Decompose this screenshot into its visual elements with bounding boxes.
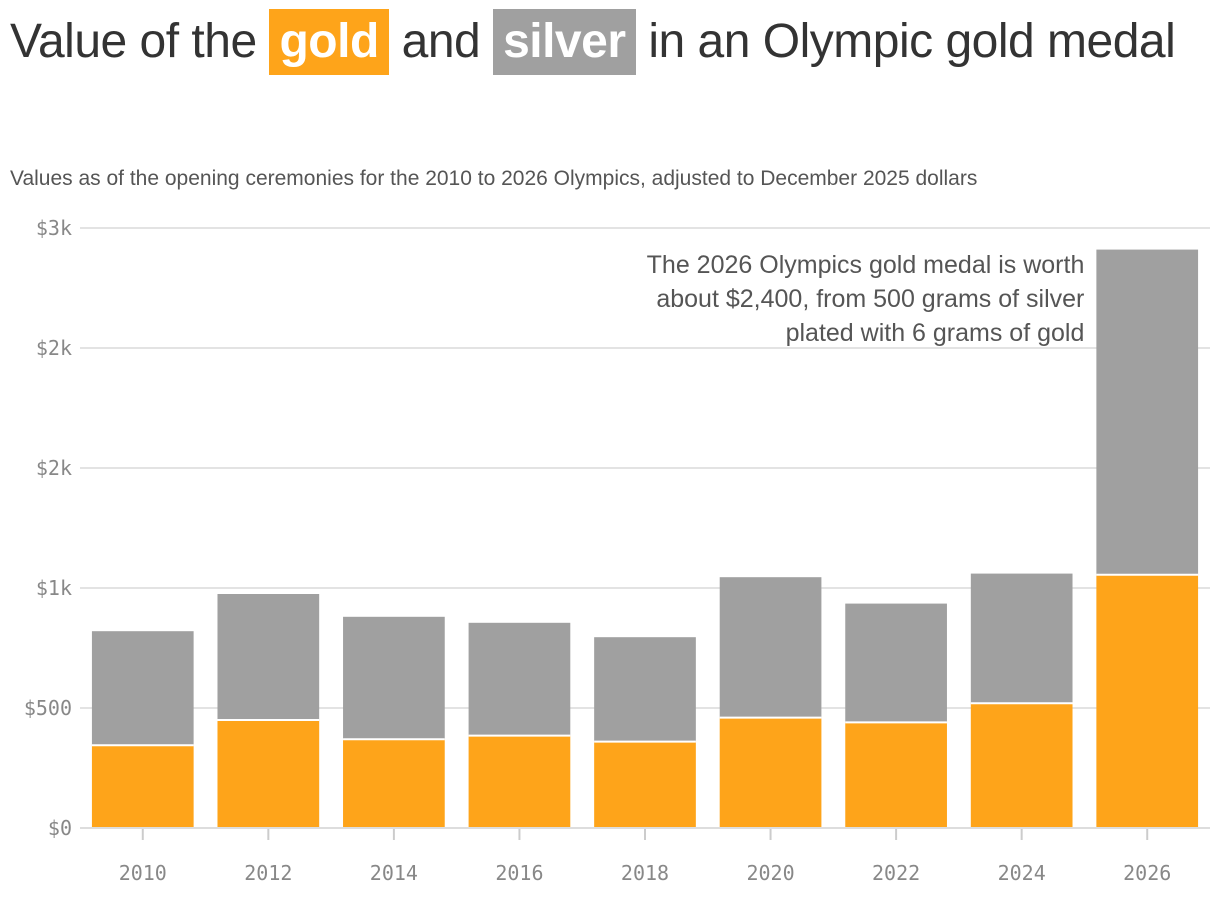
- bar-gold-2014: [343, 739, 445, 828]
- annotation-line: about $2,400, from 500 grams of silver: [656, 285, 1084, 313]
- x-tick-label: 2012: [244, 861, 292, 885]
- annotation-line: The 2026 Olympics gold medal is worth: [647, 251, 1085, 279]
- x-tick-label: 2020: [746, 861, 794, 885]
- title-gold-highlight: gold: [269, 9, 389, 75]
- title-and: and: [401, 15, 481, 68]
- bar-gold-2016: [468, 735, 571, 828]
- chart-title: Value of the gold and silver in an Olymp…: [10, 8, 1190, 76]
- x-tick-label: 2016: [495, 861, 543, 885]
- bar-gold-2012: [217, 720, 320, 828]
- stacked-bar-chart: $0 $500 $1k $2k $2k $3k 2010 2012 2014 2016 2018 20…: [24, 216, 1210, 885]
- y-tick-label: $500: [24, 696, 72, 720]
- bar-gold-2024: [970, 703, 1073, 828]
- bar-silver-2024: [970, 573, 1073, 704]
- bar-gold-2010: [91, 745, 194, 828]
- bar-gold-2026: [1096, 574, 1199, 828]
- annotation-line: plated with 6 grams of gold: [786, 319, 1085, 347]
- bar-silver-2026: [1096, 249, 1199, 575]
- title-part-2: in an Olympic gold medal: [648, 15, 1176, 68]
- y-tick-label: $3k: [36, 216, 72, 240]
- bar-gold-2018: [594, 741, 696, 828]
- chart-subtitle: Values as of the opening ceremonies for …: [10, 167, 978, 190]
- annotation: The 2026 Olympics gold medal is worth abo…: [647, 251, 1085, 347]
- x-tick-label: 2024: [998, 861, 1046, 885]
- x-tick-label: 2018: [621, 861, 669, 885]
- x-tick-label: 2014: [370, 861, 418, 885]
- bar-silver-2018: [594, 637, 696, 742]
- x-tick-label: 2026: [1123, 861, 1171, 885]
- bars: [91, 249, 1199, 828]
- y-tick-label: $0: [48, 816, 72, 840]
- bar-silver-2022: [845, 603, 947, 723]
- axes: $0 $500 $1k $2k $2k $3k 2010 2012 2014 2016 2018 20…: [24, 216, 1210, 885]
- y-tick-label: $2k: [36, 456, 72, 480]
- bar-silver-2012: [217, 594, 320, 720]
- x-tick-label: 2022: [872, 861, 920, 885]
- bar-silver-2010: [91, 631, 194, 746]
- y-tick-label: $1k: [36, 576, 72, 600]
- bar-gold-2020: [719, 717, 822, 828]
- bar-gold-2022: [845, 722, 947, 828]
- title-part-1: Value of the: [10, 15, 257, 68]
- y-tick-label: $2k: [36, 336, 72, 360]
- x-tick-label: 2010: [119, 861, 167, 885]
- bar-silver-2020: [719, 577, 822, 718]
- title-silver-highlight: silver: [493, 9, 636, 75]
- bar-silver-2016: [468, 622, 571, 736]
- bar-silver-2014: [343, 616, 445, 740]
